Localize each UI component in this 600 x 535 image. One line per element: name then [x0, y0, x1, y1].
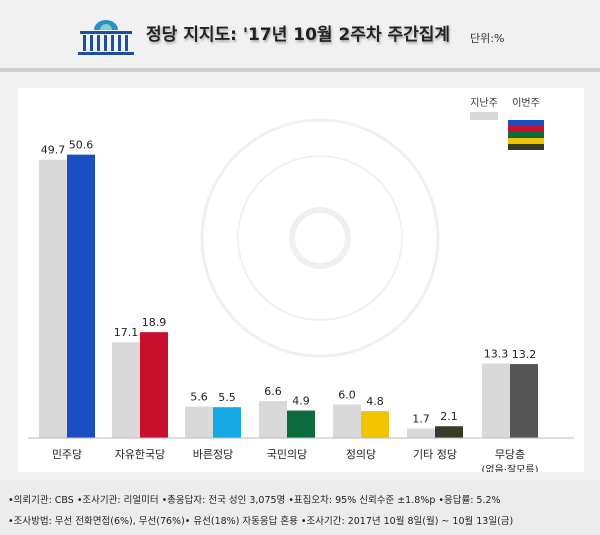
legend-swatch-last-week [470, 112, 498, 120]
value-label-last-week: 1.7 [412, 412, 430, 425]
bar-this-week [510, 364, 538, 438]
value-label-this-week: 13.2 [512, 348, 537, 361]
value-label-last-week: 17.1 [114, 326, 139, 339]
category-label: 국민의당 [267, 448, 307, 461]
legend-label-this-week: 이번주 [512, 97, 540, 109]
unit-label: 단위:% [470, 32, 505, 45]
bar-last-week [112, 342, 140, 438]
category-label: 기타 정당 [413, 448, 457, 461]
value-label-this-week: 5.5 [218, 391, 236, 404]
category-label: 바른정당 [193, 448, 233, 461]
legend-swatch-stripe [508, 126, 544, 132]
legend-swatch-stripe [508, 144, 544, 150]
bar-this-week [435, 426, 463, 438]
bar-this-week [213, 407, 241, 438]
value-label-last-week: 13.3 [484, 348, 509, 361]
legend-swatch-this-week [508, 120, 544, 150]
value-label-this-week: 2.1 [440, 410, 458, 423]
header: 정당 지지도: '17년 10월 2주차 주간집계 단위:% [0, 0, 600, 72]
bar-last-week [185, 406, 213, 438]
bar-this-week [67, 154, 95, 438]
survey-info-line-1: •의뢰기관: CBS •조사기관: 리얼미터 •총응답자: 전국 성인 3,07… [8, 495, 501, 506]
value-label-this-week: 18.9 [142, 316, 167, 329]
legend: 지난주 이번주 [470, 97, 544, 150]
national-assembly-logo-icon [78, 20, 134, 55]
bar-this-week [287, 410, 315, 438]
value-label-last-week: 49.7 [41, 144, 66, 157]
category-label: 민주당 [52, 448, 82, 461]
bar-last-week [259, 401, 287, 438]
category-label: 자유한국당 [115, 448, 166, 461]
watermark-seal [200, 118, 440, 358]
chart-area: 지난주 이번주 49.7 50.6 민주당 17.1 18.9 자유한국당 5.6 5.5 바른… [18, 88, 584, 476]
category-label: 정의당 [346, 448, 376, 461]
value-label-last-week: 6.6 [264, 385, 282, 398]
value-label-this-week: 4.8 [366, 395, 384, 408]
value-label-this-week: 4.9 [292, 395, 310, 408]
value-label-this-week: 50.6 [69, 139, 94, 152]
survey-info: •의뢰기관: CBS •조사기관: 리얼미터 •총응답자: 전국 성인 3,07… [0, 480, 600, 535]
bar-last-week [482, 363, 510, 438]
bar-this-week [140, 332, 168, 438]
page-title: 정당 지지도: '17년 10월 2주차 주간집계 [146, 25, 451, 45]
bar-this-week [361, 411, 389, 438]
value-label-last-week: 6.0 [338, 388, 356, 401]
legend-swatch-stripe [508, 132, 544, 138]
bar-last-week [39, 159, 67, 438]
bar-last-week [407, 428, 435, 438]
value-label-last-week: 5.6 [190, 391, 208, 404]
survey-info-line-2: •조사방법: 무선 전화면접(6%), 무선(76%)• 유선(18%) 자동응… [8, 516, 514, 527]
bar-chart: 지난주 이번주 49.7 50.6 민주당 17.118.9 자유한국당 5.6 5.5 바른… [28, 97, 574, 476]
legend-swatch-stripe [508, 120, 544, 126]
category-label: 무당층 [495, 448, 525, 461]
bar-last-week [333, 404, 361, 438]
legend-label-last-week: 지난주 [470, 97, 498, 109]
legend-swatch-stripe [508, 138, 544, 144]
category-sublabel: (없음·잘모름) [482, 463, 539, 472]
